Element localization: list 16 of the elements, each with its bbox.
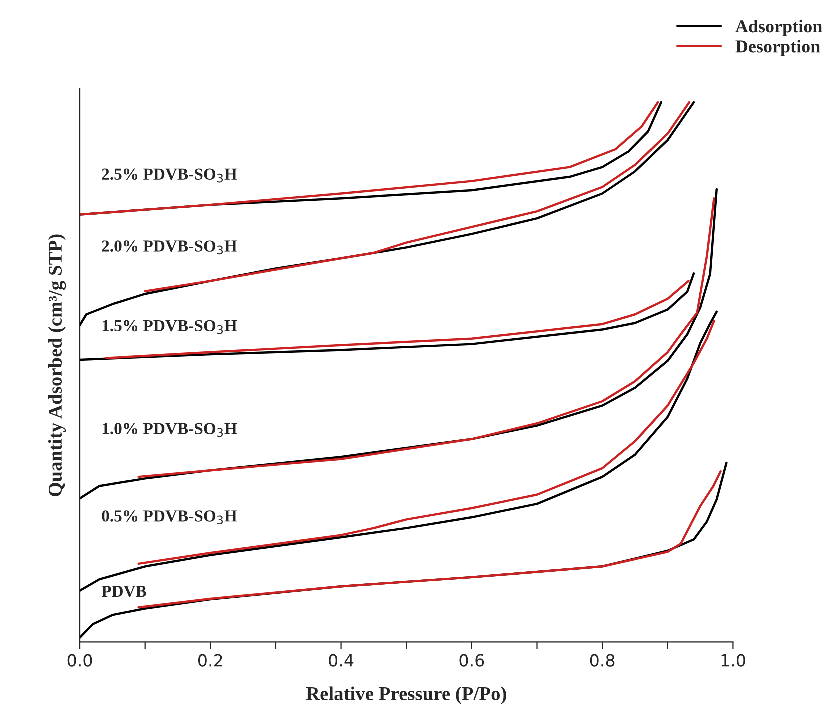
x-tick-label: 1.0 bbox=[722, 654, 746, 667]
annotation: 1.5% PDVB-SO$_{3}$H bbox=[102, 320, 238, 334]
annotation: PDVB bbox=[102, 586, 146, 598]
x-tick-label: 0.2 bbox=[198, 654, 222, 667]
annotation: 2.0% PDVB-SO$_{3}$H bbox=[102, 240, 238, 255]
legend-label: Adsorption bbox=[736, 20, 822, 36]
annotation: 0.5% PDVB-SO$_{3}$H bbox=[102, 510, 238, 525]
legend-label: Desorption bbox=[736, 40, 820, 56]
x-axis-title: Relative Pressure (P/Po) bbox=[306, 686, 506, 704]
x-tick-label: 0.4 bbox=[329, 654, 354, 667]
x-tick-label: 0.0 bbox=[68, 654, 92, 667]
y-axis-title: Quantity Adsorbed (cm³/g STP) bbox=[48, 234, 66, 496]
annotation: 1.0% PDVB-SO$_{3}$H bbox=[102, 423, 238, 438]
annotation: 2.5% PDVB-SO$_{3}$H bbox=[102, 168, 238, 183]
x-tick-label: 0.8 bbox=[590, 654, 615, 667]
x-tick-label: 0.6 bbox=[460, 654, 484, 667]
